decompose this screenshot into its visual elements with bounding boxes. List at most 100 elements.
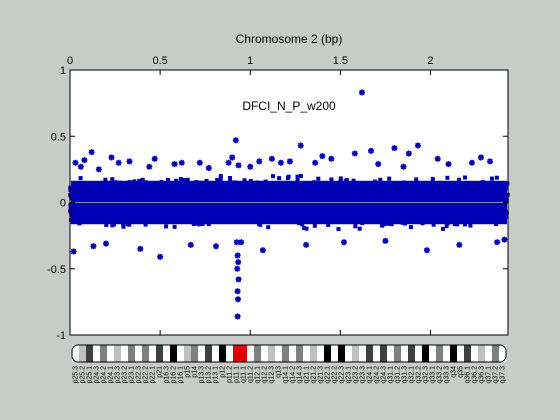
ideogram-band xyxy=(72,345,80,362)
ideogram-band-label: q21.2 xyxy=(311,366,318,384)
x-tick-label: 0 xyxy=(67,55,73,67)
band-point xyxy=(463,222,467,227)
series-annotation: DFCI_N_P_w200 xyxy=(242,99,336,113)
ideogram-band xyxy=(324,345,332,362)
ideogram-band xyxy=(226,345,234,362)
ideogram-band xyxy=(219,345,227,362)
ideogram-band xyxy=(86,345,94,362)
data-point xyxy=(456,241,463,248)
data-point xyxy=(234,252,241,259)
band-point xyxy=(304,226,309,231)
band-point xyxy=(178,177,183,181)
ideogram-band-label: p11.1 xyxy=(234,366,241,383)
ideogram-band-label: q12.1 xyxy=(255,366,262,384)
ideogram-band-label: p24.3 xyxy=(94,366,101,384)
ideogram-band xyxy=(114,345,122,362)
ideogram-band-label: q22.2 xyxy=(332,366,339,384)
ideogram-band xyxy=(170,345,178,362)
ideogram-band-label: q35 xyxy=(458,366,465,378)
ideogram-band xyxy=(478,345,486,362)
band-point xyxy=(430,176,435,181)
ideogram-band-label: q22.3 xyxy=(339,366,346,384)
band-point xyxy=(463,175,467,180)
ideogram-band-label: q33.1 xyxy=(430,366,437,384)
band-point xyxy=(78,176,83,181)
ideogram-band xyxy=(436,345,444,362)
ideogram-band xyxy=(394,345,402,362)
ideogram-band-label: p11.2 xyxy=(227,366,234,383)
ideogram-band-label: q24.3 xyxy=(381,366,388,384)
ideogram-band xyxy=(93,345,101,362)
band-point xyxy=(266,225,271,230)
ideogram-band xyxy=(247,345,255,362)
ideogram-band xyxy=(450,345,458,362)
ideogram-band-label: q23.1 xyxy=(346,366,353,384)
ideogram-band-label: p12 xyxy=(220,366,227,378)
ideogram-band-label: q36.2 xyxy=(472,366,479,384)
data-point xyxy=(256,158,263,165)
band-point xyxy=(143,222,148,227)
data-point xyxy=(90,243,97,250)
x-tick-label: 2 xyxy=(427,55,433,67)
data-point xyxy=(423,247,430,254)
data-point xyxy=(108,154,115,161)
data-point xyxy=(486,158,493,165)
ideogram-band xyxy=(457,345,465,362)
ideogram-band-label: q12.2 xyxy=(262,366,269,384)
band-point xyxy=(182,178,187,182)
ideogram-band xyxy=(366,345,374,362)
ideogram-band xyxy=(149,345,157,362)
band-point xyxy=(68,217,73,222)
ideogram-band xyxy=(191,345,199,362)
ideogram-band xyxy=(359,345,367,362)
ideogram-band-label: q37.2 xyxy=(493,366,500,384)
ideogram-band xyxy=(128,345,136,362)
band-point xyxy=(166,178,171,183)
chart-title: Chromosome 2 (bp) xyxy=(236,32,343,46)
band-point xyxy=(489,176,494,181)
band-point xyxy=(408,225,413,230)
ideogram-band-label: q31.1 xyxy=(388,366,395,384)
ideogram-band-label: p16.2 xyxy=(171,366,178,384)
ideogram-band xyxy=(464,345,472,362)
ideogram-band-label: p25.1 xyxy=(87,366,94,384)
ideogram-band-label: q24.2 xyxy=(374,366,381,384)
ideogram-band xyxy=(317,345,325,362)
data-point xyxy=(477,154,484,161)
band-point xyxy=(277,176,282,181)
ideogram-band-label: p16.3 xyxy=(164,366,171,384)
ideogram-band-label: q36.1 xyxy=(465,366,472,384)
ideogram-band xyxy=(408,345,416,362)
band-point xyxy=(351,178,356,183)
data-point xyxy=(238,239,245,246)
ideogram-band-label: p22.3 xyxy=(136,366,143,384)
data-point xyxy=(72,159,79,166)
ideogram-band-label: q11.2 xyxy=(248,366,255,383)
ideogram-band xyxy=(275,345,283,362)
band-point xyxy=(444,224,449,229)
ideogram-band-label: q36.3 xyxy=(479,366,486,384)
ideogram-band xyxy=(338,345,346,362)
data-point xyxy=(235,276,242,283)
ideogram-band xyxy=(415,345,423,362)
data-point xyxy=(234,265,241,272)
ideogram-band xyxy=(471,345,479,362)
ideogram-band xyxy=(121,345,129,362)
plot-area: 0 0.5 1 1.5 2 -1 -0.5 0 0.5 1 DFCI_N_P_w200 xyxy=(47,55,510,342)
ideogram-band-label: q32.1 xyxy=(409,366,416,384)
ideogram-band-label: p13.3 xyxy=(199,366,206,384)
data-point xyxy=(297,142,304,149)
ideogram-band-label: p25.2 xyxy=(80,366,87,384)
band-point xyxy=(382,222,386,227)
data-point xyxy=(81,157,88,164)
band-point xyxy=(316,176,321,181)
data-point xyxy=(70,248,77,255)
data-point xyxy=(501,236,508,243)
data-point xyxy=(157,253,164,260)
ideogram-band xyxy=(296,345,304,362)
data-point xyxy=(234,313,241,320)
ideogram-band-label: q31.3 xyxy=(402,366,409,384)
ideogram-band xyxy=(198,345,206,362)
data-point xyxy=(328,155,335,162)
band-point xyxy=(387,176,392,181)
